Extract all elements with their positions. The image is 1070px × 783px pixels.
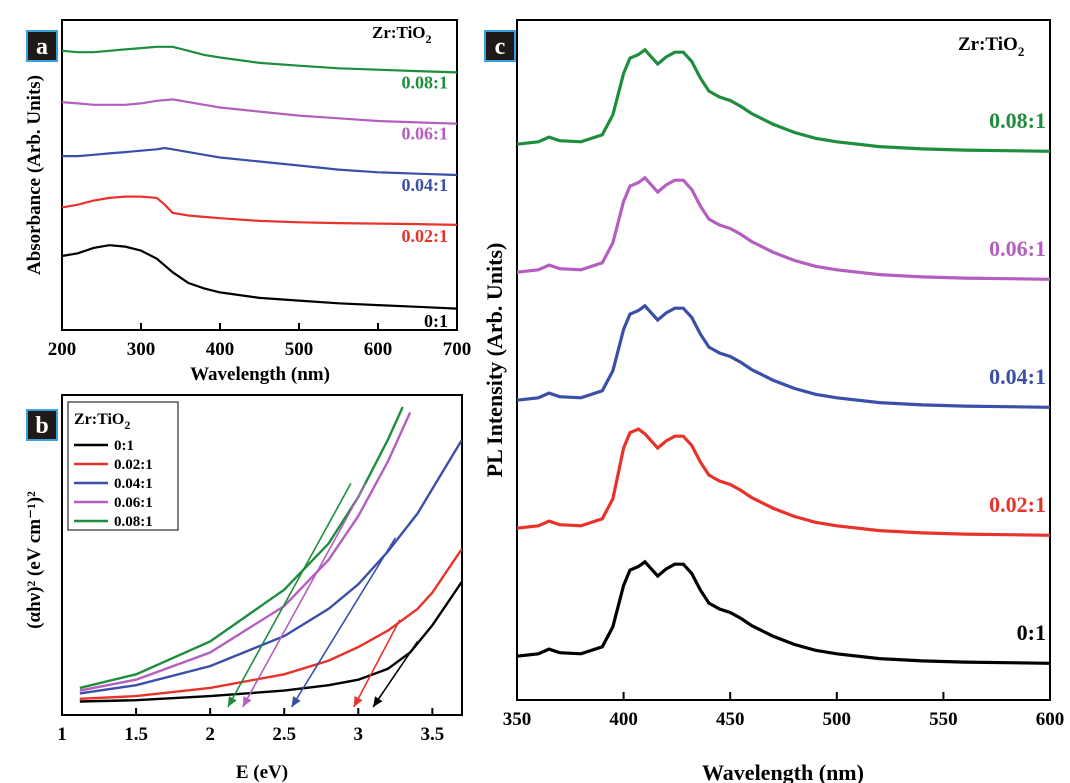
x-tick-label-5: 600 <box>1036 709 1065 730</box>
x-tick-label-0: 350 <box>503 709 532 730</box>
x-tick-label-5: 3.5 <box>420 724 444 745</box>
panel-a-frame <box>61 19 458 331</box>
panel-c-series-label-3: 0.06:1 <box>989 236 1046 261</box>
panel-a-line-0 <box>61 244 458 310</box>
panel-a-series-label-3: 0.06:1 <box>402 124 449 144</box>
panel-b-tangent-0 <box>372 641 419 708</box>
panel-b-badge-box <box>26 409 58 441</box>
panel-b-tangent-3 <box>242 482 367 708</box>
panel-a-series-label-1: 0.02:1 <box>402 226 449 246</box>
panel-b-legend-label-1: 0.02:1 <box>114 457 153 473</box>
panel-a-series-label-0: 0:1 <box>424 311 448 331</box>
panel-b-series <box>79 406 462 703</box>
panel-b-arrowhead-2 <box>291 696 301 707</box>
x-tick-label-4: 3 <box>354 724 364 745</box>
panel-c-series-label-0: 0:1 <box>1017 620 1046 645</box>
panel-b-line-2 <box>79 439 462 695</box>
panel-c: 350 400 450 500 550 600 0:1 0.02:1 0.04:1 0.06:1… <box>482 19 1065 783</box>
panel-b-y-axis-label: (αhν)² (eV cm⁻¹)² <box>24 491 45 629</box>
panel-b-line-4 <box>79 406 404 690</box>
x-tick-label-4: 600 <box>364 339 393 360</box>
legend-title-sub: 2 <box>426 32 432 46</box>
x-tick-label-1: 1.5 <box>124 724 148 745</box>
panel-b-legend-label-0: 0:1 <box>114 438 134 454</box>
panel-a-badge-letter: a <box>36 34 48 60</box>
panel-b-legend-items: 0:1 0.02:1 0.04:1 0.06:1 0.08:1 <box>74 438 153 530</box>
panel-b-legend: Zr:TiO2 0:1 0.02:1 0.04:1 0.06:1 0.08:1 <box>67 401 179 531</box>
panel-c-y-axis-label: PL Intensity (Arb. Units) <box>482 243 507 478</box>
panel-a-line-3 <box>61 98 458 125</box>
panel-b-legend-label-2: 0.04:1 <box>114 476 153 492</box>
panel-b-badge-letter: b <box>35 413 48 439</box>
panel-b-frame <box>61 394 463 716</box>
x-tick-label-1: 400 <box>609 709 638 730</box>
panel-b-tangent-arrows <box>227 482 419 708</box>
panel-b-arrowhead-3 <box>242 696 252 707</box>
panel-b: 1 1.5 2 2.5 3 3.5 E (eV) (αhν)² (eV cm⁻¹)² Zr… <box>24 394 463 783</box>
x-tick-label-2: 450 <box>716 709 745 730</box>
x-tick-label-3: 500 <box>823 709 852 730</box>
panel-c-line-4 <box>516 47 1051 153</box>
panel-b-badge: b <box>26 409 58 441</box>
x-tick-label-0: 1 <box>57 724 67 745</box>
panel-b-legend-title: Zr:TiO2 <box>74 411 130 432</box>
panel-b-x-ticks: 1 1.5 2 2.5 3 3.5 <box>57 708 444 745</box>
panel-b-x-axis-label: E (eV) <box>236 762 288 783</box>
panel-c-line-2 <box>516 303 1051 409</box>
x-tick-label-4: 550 <box>929 709 958 730</box>
panel-c-badge: c <box>484 30 516 62</box>
panel-b-arrowhead-4 <box>227 696 237 707</box>
x-tick-label-2: 400 <box>206 339 235 360</box>
panel-b-arrowhead-0 <box>373 696 383 707</box>
panel-c-badge-letter: c <box>495 34 506 60</box>
panel-a-line-4 <box>61 45 458 74</box>
panel-b-line-1 <box>79 548 462 700</box>
panel-c-series-label-4: 0.08:1 <box>989 108 1046 133</box>
x-tick-label-3: 2.5 <box>272 724 296 745</box>
panel-c-frame <box>516 19 1051 701</box>
x-tick-label-2: 2 <box>205 724 215 745</box>
panel-a-badge-box <box>26 30 58 62</box>
panel-a-x-ticks: 200 300 400 500 600 700 <box>48 323 472 360</box>
panel-b-legend-label-4: 0.08:1 <box>114 514 153 530</box>
svg-text:Zr:TiO2: Zr:TiO2 <box>372 23 432 46</box>
x-tick-label-1: 300 <box>127 339 156 360</box>
panel-c-line-0 <box>516 559 1051 665</box>
panel-c-series-label-2: 0.04:1 <box>989 364 1046 389</box>
panel-c-x-ticks: 350 400 450 500 550 600 <box>503 692 1065 730</box>
panel-c-series <box>516 47 1051 665</box>
panel-a-series <box>61 45 458 310</box>
x-tick-label-0: 200 <box>48 339 77 360</box>
panel-a-badge: a <box>26 30 58 62</box>
panel-a-series-label-4: 0.08:1 <box>402 72 449 92</box>
panel-a-x-axis-label: Wavelength (nm) <box>190 364 330 385</box>
panel-c-line-3 <box>516 175 1051 281</box>
panel-a-line-2 <box>62 146 458 177</box>
panel-b-tangent-2 <box>290 537 397 708</box>
panel-c-badge-box <box>484 30 516 62</box>
svg-text:Zr:TiO2: Zr:TiO2 <box>958 34 1024 59</box>
panel-b-line-0 <box>79 580 462 703</box>
panel-b-tangent-4 <box>227 482 352 708</box>
panel-a-line-1 <box>61 195 458 226</box>
panel-a-series-label-2: 0.04:1 <box>402 175 449 195</box>
panel-a-series-labels: 0:1 0.02:1 0.04:1 0.06:1 0.08:1 <box>402 72 449 331</box>
panel-b-tangent-1 <box>353 619 401 708</box>
panel-c-x-axis-label: Wavelength (nm) <box>702 760 864 783</box>
x-tick-label-3: 500 <box>285 339 314 360</box>
panel-b-legend-box <box>67 401 179 531</box>
panel-c-series-labels: 0:1 0.02:1 0.04:1 0.06:1 0.08:1 <box>989 108 1046 645</box>
panel-a-legend-title: Zr:TiO2 <box>372 23 432 46</box>
panel-c-legend-title: Zr:TiO2 <box>958 34 1024 59</box>
panel-b-line-3 <box>79 412 412 692</box>
panel-c-line-1 <box>516 427 1051 537</box>
panel-c-series-label-1: 0.02:1 <box>989 492 1046 517</box>
panel-a: 200 300 400 500 600 700 0:1 0.02:1 0.04:1 0.06:1… <box>24 19 472 385</box>
legend-title-prefix: Zr:TiO <box>372 23 426 42</box>
panel-b-arrowhead-1 <box>353 696 363 707</box>
x-tick-label-5: 700 <box>443 339 472 360</box>
panel-a-y-axis-label: Absorbance (Arb. Units) <box>24 75 45 275</box>
panel-b-legend-label-3: 0.06:1 <box>114 495 153 511</box>
